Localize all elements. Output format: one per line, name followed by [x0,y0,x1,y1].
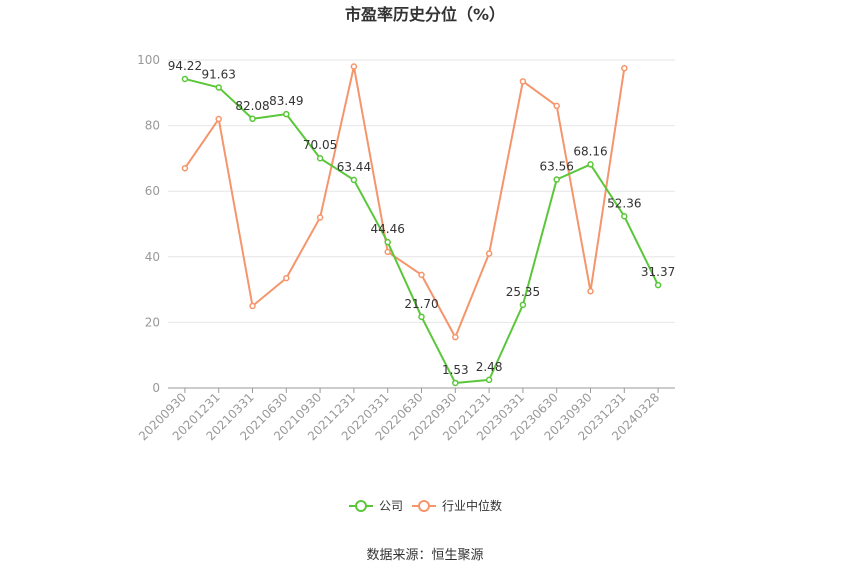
series-group [181,63,662,387]
y-tick-label: 100 [137,53,160,67]
data-label: 52.36 [607,196,641,210]
data-label: 82.08 [235,99,269,113]
series-1-point [350,63,358,70]
series-0-point [452,379,459,387]
series-1-point [621,64,628,72]
series-0-point [485,376,493,384]
data-label: 91.63 [202,67,236,81]
series-line-1 [184,65,626,339]
legend-marker-1 [418,500,430,512]
y-tick-label: 20 [145,315,160,329]
series-0-point [621,213,628,220]
y-tick-label: 0 [152,381,160,395]
series-0-point [249,115,256,123]
series-1-point [384,248,391,256]
data-label: 70.05 [303,138,337,152]
series-1-point [452,333,459,341]
y-tick-label: 40 [145,250,160,264]
series-1-point [519,78,527,85]
y-axis: 0 20 40 60 80 100 [137,53,160,395]
series-0-point [350,176,358,184]
series-0-point [519,301,527,309]
series-1-point [283,274,290,282]
series-1-point [485,250,493,257]
legend-label-0[interactable]: 公司 [379,499,403,513]
series-0-point [587,161,594,168]
series-0-point [283,110,290,118]
series-0-point [418,313,425,321]
series-1-point [249,302,256,310]
data-label: 68.16 [573,144,607,158]
series-1-point [316,214,324,221]
series-1-point [587,287,594,295]
data-label: 21.70 [404,297,438,311]
x-axis: 2020093020201231202103312021063020210930… [136,387,675,443]
data-label: 44.46 [371,222,405,236]
data-label: 1.53 [442,363,469,377]
data-source: 数据来源：恒生聚源 [366,548,483,563]
data-label: 31.37 [641,265,675,279]
series-0-point [316,154,324,162]
grid [168,59,675,323]
series-0-point [181,75,189,83]
series-1-point [553,102,560,110]
series-1-point [181,164,189,172]
data-label: 2.48 [476,360,503,374]
chart-title: 市盈率历史分位（%） [345,5,505,24]
legend-marker-0 [355,500,367,512]
data-label: 25.35 [506,285,540,299]
data-label: 63.56 [540,160,574,174]
series-0-point [553,176,560,183]
y-tick-label: 60 [145,184,160,198]
series-0-point [654,281,662,289]
series-1-point [418,271,425,279]
series-0-point [384,238,391,246]
data-label: 94.22 [168,59,202,73]
data-label: 83.49 [269,94,303,108]
series-0-point [215,84,222,91]
series-line-0 [184,77,659,384]
y-tick-label: 80 [145,119,160,133]
legend-label-1[interactable]: 行业中位数 [442,498,502,513]
series-1-point [215,115,222,123]
data-label: 63.44 [337,160,371,174]
legend[interactable]: 公司 行业中位数 [349,498,502,513]
